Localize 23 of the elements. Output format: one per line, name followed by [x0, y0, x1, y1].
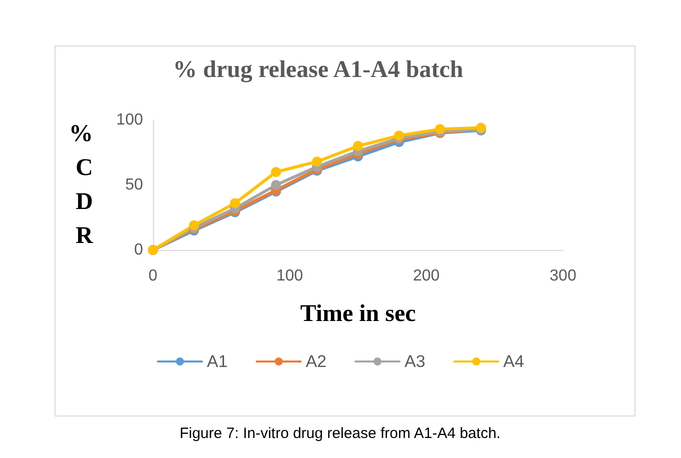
caption: Figure 7: In-vitro drug release from A1-A4 batch.	[180, 425, 501, 442]
legend-label: A2	[306, 352, 327, 371]
legend-label: A4	[503, 352, 524, 371]
point	[394, 130, 404, 141]
x-axis-title: Time in sec	[300, 301, 416, 327]
chart-title: % drug release A1-A4 batch	[173, 57, 464, 83]
x-tick-label: 300	[550, 268, 576, 284]
legend-label: A3	[404, 352, 426, 371]
point	[353, 141, 363, 151]
y-tick-label: 0	[134, 242, 144, 258]
x-tick-label: 200	[412, 268, 440, 284]
y-axis-title: %CDR	[69, 121, 94, 249]
point	[435, 124, 445, 134]
x-tick-label: 100	[276, 268, 304, 284]
y-tick-label: 50	[125, 176, 144, 194]
point	[312, 156, 322, 167]
legend-label: A1	[206, 352, 228, 371]
point	[189, 220, 199, 230]
point	[230, 198, 240, 208]
x-tick-label: 0	[148, 268, 158, 284]
point	[271, 180, 281, 190]
y-tick-label: 100	[116, 112, 144, 128]
point	[271, 167, 281, 177]
